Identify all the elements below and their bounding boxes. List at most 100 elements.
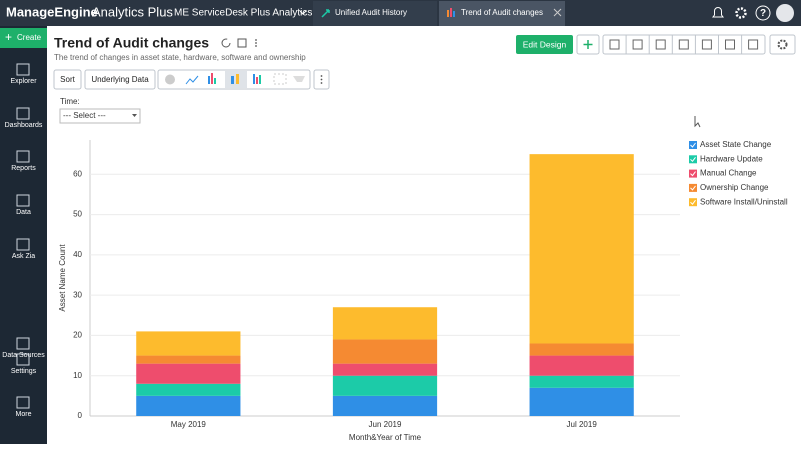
settings[interactable] xyxy=(735,7,747,19)
settings-button[interactable] xyxy=(769,34,796,55)
legend-check xyxy=(690,185,696,191)
edit-design-button[interactable] xyxy=(516,35,573,54)
nav-label[interactable]: Dashboards xyxy=(5,122,43,129)
filter-value: --- Select --- xyxy=(63,111,106,120)
nav-label[interactable]: Settings xyxy=(11,368,37,375)
y-tick-label: 60 xyxy=(73,169,82,178)
brand: ManageEngine xyxy=(6,4,98,19)
product: Analytics Plus xyxy=(92,4,173,19)
underlying-data-button[interactable] xyxy=(84,69,156,90)
gear-icon xyxy=(777,39,788,50)
workspace-menu[interactable]: ME ServiceDesk Plus Analytics xyxy=(174,8,312,19)
sort-button[interactable] xyxy=(53,69,82,90)
y-tick-label: 30 xyxy=(73,290,82,299)
nav-label[interactable]: Reports xyxy=(11,165,36,172)
stacked-type xyxy=(231,76,234,84)
active-tab[interactable] xyxy=(439,1,565,26)
legend-check xyxy=(690,157,696,163)
tab-label[interactable]: Unified Audit History xyxy=(335,8,407,17)
help-label: ? xyxy=(760,8,766,19)
line-type[interactable] xyxy=(185,75,199,85)
action-icon[interactable] xyxy=(725,39,735,50)
legend-swatch[interactable] xyxy=(689,183,697,192)
legend-check xyxy=(690,171,696,177)
save[interactable] xyxy=(237,38,247,48)
close-tab[interactable] xyxy=(553,8,562,17)
bar-segment xyxy=(332,307,438,340)
legend-label[interactable]: Ownership Change xyxy=(700,183,769,192)
x-axis-title: Month&Year of Time xyxy=(349,433,422,442)
combo-type[interactable] xyxy=(253,74,255,84)
avatar[interactable] xyxy=(776,4,794,22)
plus-icon xyxy=(583,40,593,49)
action-icon[interactable] xyxy=(655,39,666,50)
action-group xyxy=(602,34,766,55)
action-icon[interactable] xyxy=(678,39,689,50)
nav-icon[interactable] xyxy=(16,238,30,251)
nav-icon[interactable] xyxy=(16,396,30,409)
select-arrow xyxy=(132,114,137,117)
bar-segment xyxy=(529,154,634,344)
bar-segment xyxy=(529,387,634,416)
pie-type[interactable] xyxy=(165,74,175,85)
legend-swatch[interactable] xyxy=(689,198,697,207)
tab-icon xyxy=(321,9,330,18)
legend-swatch[interactable] xyxy=(689,155,697,164)
dot xyxy=(320,78,323,81)
tab-icon xyxy=(453,11,455,17)
y-tick-label: 40 xyxy=(73,250,82,259)
y-tick-label: 0 xyxy=(78,411,83,420)
refresh[interactable] xyxy=(221,38,231,48)
nav-icon[interactable] xyxy=(16,150,30,163)
nav-icon[interactable] xyxy=(16,107,30,120)
bar-segment xyxy=(332,363,438,376)
tab-icon xyxy=(450,8,452,17)
create-button[interactable] xyxy=(0,28,47,48)
plus: + xyxy=(5,30,12,44)
action-icon[interactable] xyxy=(609,39,620,50)
nav-label[interactable]: More xyxy=(16,411,32,418)
y-tick-label: 50 xyxy=(73,210,82,219)
sort-label: Sort xyxy=(60,75,75,84)
more[interactable] xyxy=(255,39,257,41)
nav-icon[interactable] xyxy=(16,63,30,76)
tab-label[interactable]: Trend of Audit changes xyxy=(461,8,543,17)
bar-type xyxy=(214,78,216,84)
nav-icon[interactable] xyxy=(16,337,30,350)
legend-check xyxy=(690,142,696,148)
nav-label[interactable]: Ask Zia xyxy=(12,253,35,260)
bar-type xyxy=(211,73,213,84)
nav-label[interactable]: Explorer xyxy=(10,78,37,85)
legend-label[interactable]: Manual Change xyxy=(700,169,757,178)
legend-check xyxy=(690,199,696,205)
bar-segment xyxy=(136,331,241,356)
y-axis-title: Asset Name Count xyxy=(58,244,67,312)
action-icon[interactable] xyxy=(632,39,643,50)
filter-select[interactable] xyxy=(59,108,141,124)
nav-icon[interactable] xyxy=(16,353,30,366)
action-icon[interactable] xyxy=(748,39,759,50)
nav-label[interactable]: Data Sources xyxy=(2,352,45,359)
create-label[interactable]: Create xyxy=(17,33,42,42)
x-tick-label: Jul 2019 xyxy=(567,420,598,429)
legend-label[interactable]: Software Install/Uninstall xyxy=(700,197,788,206)
legend-swatch[interactable] xyxy=(689,169,697,178)
help[interactable] xyxy=(755,5,771,21)
bar-segment xyxy=(136,363,241,384)
legend-swatch[interactable] xyxy=(689,141,697,149)
legend-label[interactable]: Hardware Update xyxy=(700,154,763,163)
stacked-type xyxy=(236,74,239,84)
nav-label[interactable]: Data xyxy=(16,209,31,216)
bar-type[interactable] xyxy=(208,76,210,84)
scatter-type[interactable] xyxy=(273,73,287,85)
bar-segment xyxy=(136,395,241,416)
nav-icon[interactable] xyxy=(16,194,30,207)
map-type[interactable] xyxy=(293,76,305,82)
notifications[interactable] xyxy=(712,7,724,18)
action-icon[interactable] xyxy=(701,39,712,50)
tab[interactable] xyxy=(313,1,437,26)
report-description: The trend of changes in asset state, har… xyxy=(54,53,306,62)
legend-label[interactable]: Asset State Change xyxy=(700,140,772,149)
dot xyxy=(320,82,323,84)
tab-icon xyxy=(447,10,449,17)
